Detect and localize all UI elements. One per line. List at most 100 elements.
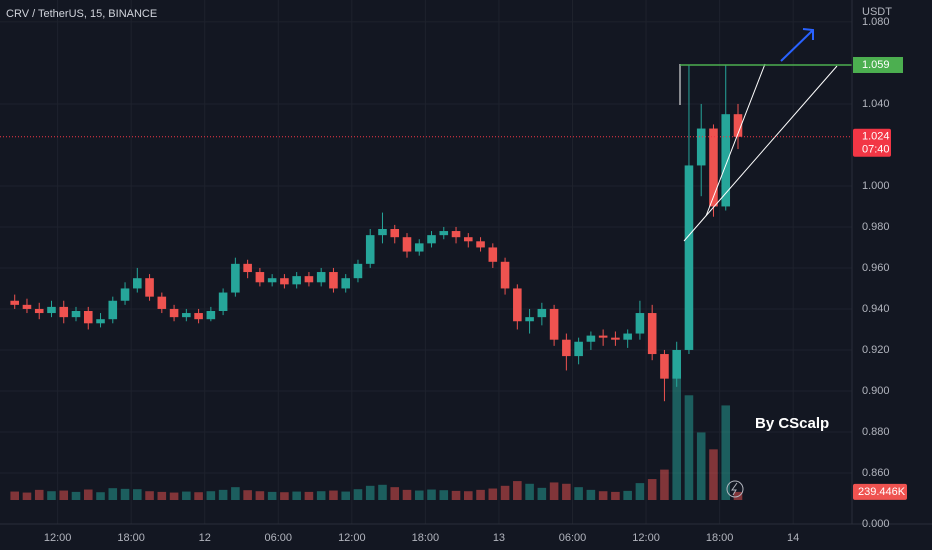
x-tick-label: 12 [199,532,211,544]
candle-body [464,237,473,242]
volume-bar [218,489,228,500]
volume-bar [586,489,596,500]
candle-body [218,292,228,311]
candle-body [427,235,436,244]
volume-bar [194,492,203,500]
alert-icon-bolt [731,482,738,496]
volume-bar [365,485,375,500]
trendline [683,65,838,242]
candle-body [145,278,154,297]
chart-title: CRV / TetherUS, 15, BINANCE [6,8,157,20]
y-tick-label: 0.860 [862,467,890,479]
candle-body [476,241,485,248]
x-tick-label: 18:00 [706,532,734,544]
volume-bar [292,491,301,500]
alert-icon[interactable] [726,480,744,498]
volume-bar [537,487,547,500]
candle-body [549,308,559,340]
volume [10,375,743,500]
last-price-label: 1.024 [862,131,890,143]
candle-body [439,231,449,236]
volume-bar [96,492,105,500]
candle-body [721,114,731,207]
volume-bar [598,491,608,500]
y-tick-label: 1.080 [862,16,890,28]
volume-bar [709,449,718,500]
volume-bar [243,490,252,500]
volume-bar [145,491,154,500]
x-tick-label: 12:00 [632,532,660,544]
candle-body [292,276,301,285]
candle-body [194,313,203,320]
volume-bar [721,405,731,500]
arrow-line [780,30,813,62]
volume-bar [635,483,645,500]
volume-bar [83,489,93,500]
candle-body [34,308,44,314]
candle-body [500,261,510,289]
candle-body [574,341,583,357]
candle-body [231,263,240,293]
y-tick-label: 0.880 [862,426,890,438]
volume-bar [71,491,81,500]
candle-body [304,276,314,283]
volume-bar [525,483,534,500]
candle-body [133,278,142,289]
volume-bar [451,490,461,500]
volume-bar [169,492,179,500]
volume-bar [10,491,20,500]
volume-bar [574,487,583,500]
candle-body [414,243,424,252]
candle-body [108,300,118,320]
x-tick-label: 06:00 [265,532,293,544]
volume-bar [378,484,387,500]
volume-bar [34,489,44,500]
volume-bar [549,482,559,500]
candle-body [267,278,277,283]
candle-body [243,263,252,273]
volume-bar [672,375,681,500]
volume-bar [329,490,338,500]
volume-bar [427,489,436,500]
candle-body [365,235,375,264]
last-price-box [853,128,891,157]
y-tick-label: 0.920 [862,344,890,356]
countdown-label: 07:40 [862,144,890,156]
candle-body [341,278,350,289]
candle-body [59,306,69,318]
volume-bar [696,432,706,500]
y-tick-label: 1.040 [862,98,890,110]
candle-body [696,128,706,166]
candle-body [47,306,56,314]
candle-body [709,128,718,207]
x-tick-label: 12:00 [44,532,72,544]
level-label-box [853,56,903,73]
candles [10,64,743,402]
candle-body [120,288,130,301]
volume-bar [684,395,694,500]
volume-bar [488,488,498,500]
candle-body [488,247,498,262]
volume-bar [267,491,277,500]
candle-body [598,335,608,338]
x-tick-label: 18:00 [117,532,145,544]
y-tick-label: 1.000 [862,180,890,192]
volume-bar [280,492,289,500]
volume-tick-label: 0.000 [862,518,890,530]
level-label: 1.059 [862,59,890,71]
drawings [679,63,838,242]
volume-bar [464,491,473,500]
volume-bar [47,491,56,500]
candle-body [513,288,522,322]
x-tick-label: 06:00 [559,532,587,544]
volume-bar [611,491,620,500]
x-tick-label: 18:00 [412,532,440,544]
volume-bar [255,491,265,500]
grid [0,0,852,524]
volume-bar [660,469,669,500]
x-tick-label: 14 [787,532,799,544]
x-tick-label: 13 [493,532,505,544]
